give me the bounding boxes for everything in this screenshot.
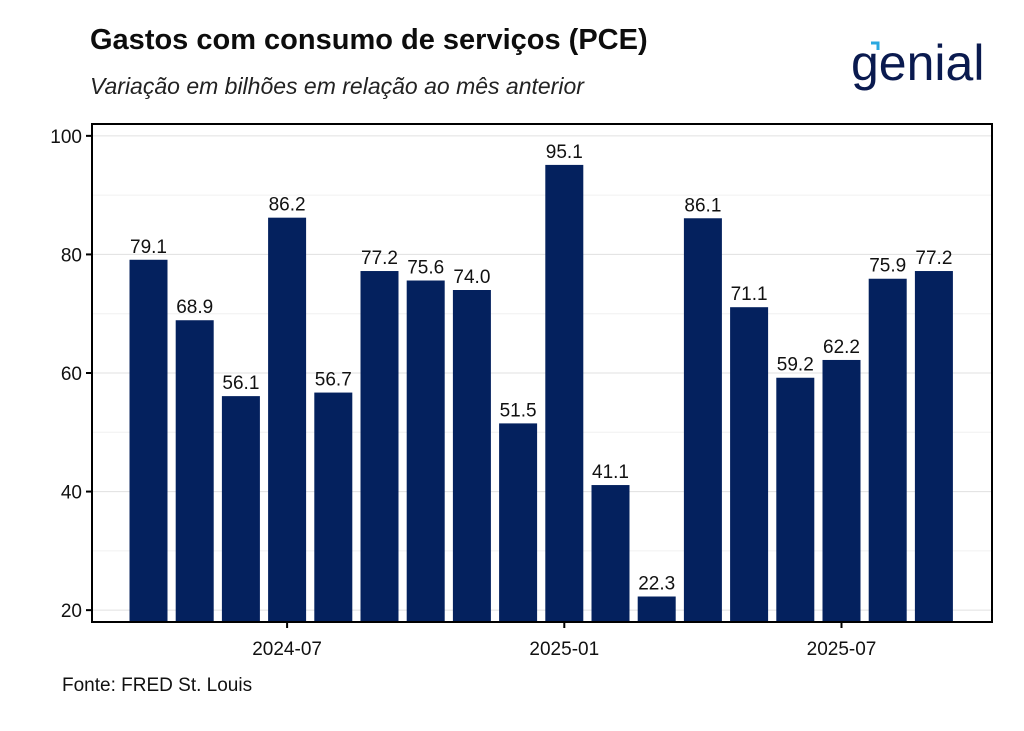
data-label: 79.1 bbox=[130, 237, 167, 258]
source-note: Fonte: FRED St. Louis bbox=[62, 675, 253, 696]
logo-accent-icon bbox=[871, 41, 880, 50]
bar bbox=[545, 164, 584, 622]
bar bbox=[591, 485, 630, 622]
data-label: 74.0 bbox=[453, 267, 490, 288]
data-label: 62.2 bbox=[823, 337, 860, 358]
data-label: 41.1 bbox=[592, 462, 629, 483]
bar bbox=[868, 278, 907, 622]
chart-subtitle: Variação em bilhões em relação ao mês an… bbox=[90, 73, 584, 99]
y-tick-label: 60 bbox=[61, 364, 82, 385]
chart-title: Gastos com consumo de serviços (PCE) bbox=[90, 24, 648, 56]
y-tick-label: 20 bbox=[61, 601, 82, 622]
genial-logo: genial bbox=[851, 35, 984, 91]
data-label: 86.1 bbox=[684, 195, 721, 216]
data-label: 95.1 bbox=[546, 142, 583, 163]
y-axis: 20 40 60 80 100 bbox=[50, 127, 92, 622]
data-label: 68.9 bbox=[176, 297, 213, 318]
data-label: 75.9 bbox=[869, 256, 906, 277]
bar bbox=[268, 217, 307, 622]
data-labels: 79.1 68.9 56.1 86.2 56.7 77.2 75.6 74.0 51.5 95.1… bbox=[130, 142, 952, 595]
bar bbox=[360, 271, 399, 622]
bar bbox=[683, 218, 722, 622]
x-axis: 2024-07 2025-01 2025-07 bbox=[252, 622, 876, 660]
data-label: 56.7 bbox=[315, 370, 352, 391]
bar bbox=[637, 596, 676, 622]
data-label: 56.1 bbox=[222, 373, 259, 394]
bar bbox=[175, 320, 214, 622]
bar bbox=[129, 259, 168, 622]
data-label: 86.2 bbox=[269, 195, 306, 216]
data-label: 22.3 bbox=[638, 574, 675, 595]
bar bbox=[452, 290, 491, 622]
bars bbox=[129, 164, 953, 622]
data-label: 51.5 bbox=[500, 400, 537, 421]
data-label: 59.2 bbox=[777, 355, 814, 376]
bar bbox=[406, 280, 445, 622]
bar bbox=[221, 396, 260, 622]
data-label: 75.6 bbox=[407, 258, 444, 279]
y-tick-label: 100 bbox=[50, 127, 82, 148]
bar bbox=[730, 307, 769, 622]
data-label: 77.2 bbox=[361, 248, 398, 269]
y-tick-label: 80 bbox=[61, 245, 82, 266]
x-tick-label: 2025-01 bbox=[529, 639, 599, 660]
bar bbox=[914, 271, 953, 622]
bar bbox=[499, 423, 538, 622]
bar bbox=[822, 359, 861, 622]
bar bbox=[314, 392, 353, 622]
bar bbox=[776, 377, 815, 622]
y-tick-label: 40 bbox=[61, 483, 82, 504]
data-label: 71.1 bbox=[731, 284, 768, 305]
x-tick-label: 2025-07 bbox=[807, 639, 877, 660]
data-label: 77.2 bbox=[915, 248, 952, 269]
x-tick-label: 2024-07 bbox=[252, 639, 322, 660]
